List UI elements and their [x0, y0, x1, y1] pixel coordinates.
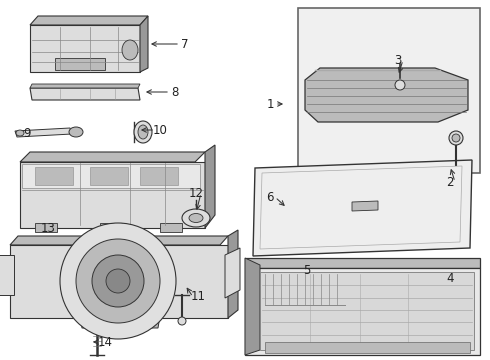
- Circle shape: [452, 134, 460, 142]
- Polygon shape: [20, 152, 205, 162]
- Polygon shape: [30, 88, 140, 100]
- Polygon shape: [245, 268, 480, 355]
- Polygon shape: [140, 167, 178, 185]
- Text: 11: 11: [191, 291, 205, 303]
- Text: 3: 3: [394, 54, 402, 67]
- Polygon shape: [265, 342, 470, 353]
- Polygon shape: [30, 25, 140, 72]
- Circle shape: [106, 269, 130, 293]
- Text: 5: 5: [303, 264, 311, 276]
- Polygon shape: [0, 255, 14, 295]
- Polygon shape: [80, 316, 160, 328]
- Circle shape: [92, 255, 144, 307]
- Text: 12: 12: [189, 186, 203, 199]
- Bar: [298, 8, 480, 173]
- Polygon shape: [30, 84, 140, 88]
- Polygon shape: [160, 223, 182, 232]
- Ellipse shape: [16, 130, 24, 136]
- Text: 7: 7: [181, 37, 189, 50]
- Ellipse shape: [189, 213, 203, 222]
- Text: 13: 13: [41, 221, 55, 234]
- Polygon shape: [20, 162, 205, 228]
- Text: 1: 1: [266, 98, 274, 111]
- Ellipse shape: [122, 40, 138, 60]
- Polygon shape: [260, 272, 474, 350]
- Polygon shape: [35, 167, 73, 185]
- Ellipse shape: [182, 209, 210, 227]
- Polygon shape: [100, 223, 122, 232]
- Circle shape: [60, 223, 176, 339]
- Text: 4: 4: [446, 271, 454, 284]
- Polygon shape: [253, 160, 472, 256]
- Polygon shape: [22, 164, 200, 188]
- Polygon shape: [245, 258, 480, 268]
- Polygon shape: [228, 230, 238, 318]
- Text: 14: 14: [98, 336, 113, 348]
- Text: 9: 9: [23, 126, 31, 140]
- Circle shape: [395, 80, 405, 90]
- Circle shape: [449, 131, 463, 145]
- Text: 10: 10: [152, 123, 168, 136]
- Text: 6: 6: [266, 190, 274, 203]
- Ellipse shape: [134, 121, 152, 143]
- Circle shape: [76, 239, 160, 323]
- Ellipse shape: [138, 125, 148, 139]
- Text: 8: 8: [172, 86, 179, 99]
- Polygon shape: [10, 245, 228, 318]
- Polygon shape: [15, 128, 72, 137]
- Polygon shape: [90, 167, 128, 185]
- Polygon shape: [245, 258, 260, 355]
- Text: 2: 2: [446, 176, 454, 189]
- Polygon shape: [140, 16, 148, 72]
- Circle shape: [178, 317, 186, 325]
- Polygon shape: [352, 201, 378, 211]
- Polygon shape: [35, 223, 57, 232]
- Polygon shape: [305, 68, 468, 122]
- Polygon shape: [55, 58, 105, 70]
- Ellipse shape: [69, 127, 83, 137]
- Polygon shape: [225, 248, 240, 298]
- Polygon shape: [30, 16, 148, 25]
- Polygon shape: [395, 76, 407, 82]
- Polygon shape: [10, 236, 228, 245]
- Polygon shape: [205, 145, 215, 228]
